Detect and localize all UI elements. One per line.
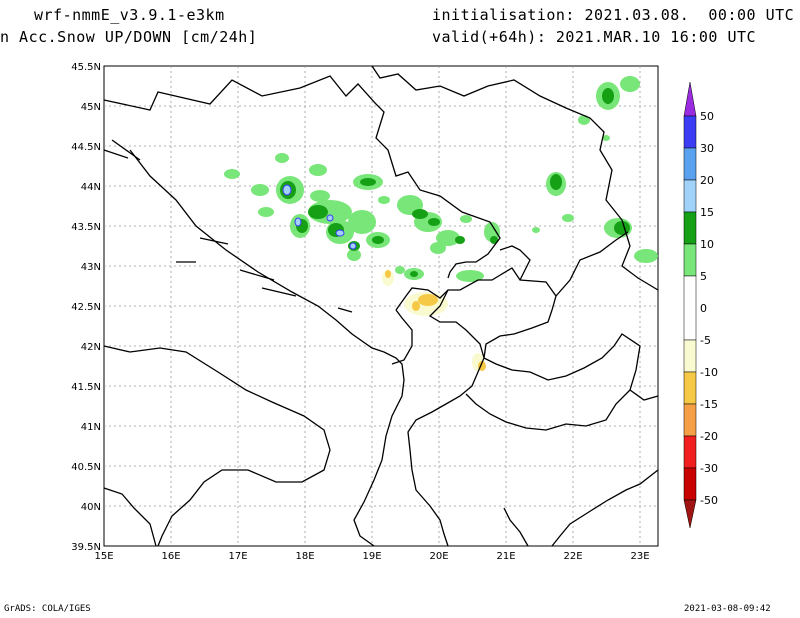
lon-label: 15E bbox=[94, 551, 113, 562]
lat-label: 44.5N bbox=[71, 142, 101, 153]
legend-label: 10 bbox=[700, 238, 714, 251]
legend-label: 15 bbox=[700, 206, 714, 219]
coastlines-borders bbox=[103, 65, 659, 547]
lon-label: 20E bbox=[429, 551, 448, 562]
legend-swatch bbox=[683, 339, 697, 373]
footer-timestamp: 2021-03-08-09:42 bbox=[684, 604, 771, 614]
lat-label: 45N bbox=[81, 102, 101, 113]
legend-label: -5 bbox=[700, 334, 711, 347]
legend-label: -50 bbox=[700, 494, 718, 507]
legend-swatch bbox=[683, 403, 697, 437]
lat-label: 42N bbox=[81, 342, 101, 353]
legend-bottom-arrow bbox=[683, 499, 697, 529]
lat-label: 43.5N bbox=[71, 222, 101, 233]
lat-label: 41N bbox=[81, 422, 101, 433]
color-legend bbox=[683, 81, 697, 529]
lon-label: 22E bbox=[563, 551, 582, 562]
legend-swatch bbox=[683, 435, 697, 469]
lat-label: 41.5N bbox=[71, 382, 101, 393]
legend-label: -15 bbox=[700, 398, 718, 411]
legend-label: 30 bbox=[700, 142, 714, 155]
footer-credit: GrADS: COLA/IGES bbox=[4, 604, 91, 614]
lon-label: 19E bbox=[362, 551, 381, 562]
valid-time: valid(+64h): 2021.MAR.10 16:00 UTC bbox=[432, 28, 757, 46]
lon-labels: 15E 16E 17E 18E 19E 20E 21E 22E 23E bbox=[94, 551, 649, 562]
lat-labels: 45.5N 45N 44.5N 44N 43.5N 43N 42.5N 42N … bbox=[71, 62, 101, 553]
legend-label: 50 bbox=[700, 110, 714, 123]
legend-swatch bbox=[683, 467, 697, 501]
lon-label: 23E bbox=[630, 551, 649, 562]
lat-label: 44N bbox=[81, 182, 101, 193]
lon-label: 16E bbox=[161, 551, 180, 562]
legend-swatch bbox=[683, 179, 697, 213]
lat-label: 45.5N bbox=[71, 62, 101, 73]
lat-label: 43N bbox=[81, 262, 101, 273]
legend-label: -30 bbox=[700, 462, 718, 475]
legend-labels: 50 30 20 15 10 5 0 -5 -10 -15 -20 -30 -5… bbox=[700, 110, 718, 507]
legend-swatch bbox=[683, 211, 697, 245]
legend-label: 20 bbox=[700, 174, 714, 187]
legend-label: -20 bbox=[700, 430, 718, 443]
model-title: wrf-nmmE_v3.9.1-e3km bbox=[34, 6, 225, 24]
legend-top-arrow bbox=[683, 81, 697, 117]
variable-title: n Acc.Snow UP/DOWN [cm/24h] bbox=[0, 28, 258, 46]
lat-label: 40N bbox=[81, 502, 101, 513]
snow-field bbox=[224, 76, 658, 371]
legend-label: 0 bbox=[700, 302, 707, 315]
legend-swatch bbox=[683, 275, 697, 341]
lat-label: 42.5N bbox=[71, 302, 101, 313]
legend-swatch bbox=[683, 147, 697, 181]
lon-label: 21E bbox=[496, 551, 515, 562]
lon-label: 18E bbox=[295, 551, 314, 562]
lon-label: 17E bbox=[228, 551, 247, 562]
legend-swatch bbox=[683, 371, 697, 405]
legend-swatch bbox=[683, 115, 697, 149]
lat-label: 39.5N bbox=[71, 542, 101, 553]
init-time: initialisation: 2021.03.08. 00:00 UTC bbox=[432, 6, 795, 24]
lat-label: 40.5N bbox=[71, 462, 101, 473]
legend-label: 5 bbox=[700, 270, 707, 283]
legend-label: -10 bbox=[700, 366, 718, 379]
legend-swatch bbox=[683, 243, 697, 277]
